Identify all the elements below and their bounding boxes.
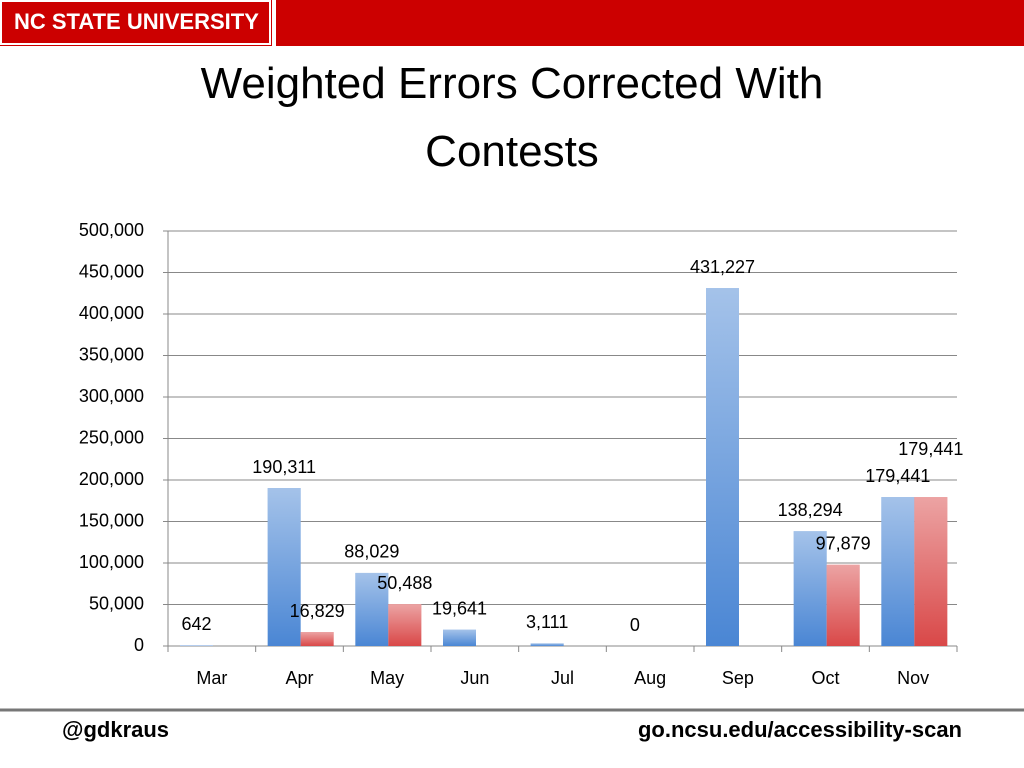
- value-label: 0: [630, 615, 640, 635]
- y-tick-label: 150,000: [79, 510, 144, 530]
- plot: 0 50,000 100,000 150,000 200,000 250,000 300,0…: [79, 220, 963, 688]
- bar-shine: [793, 531, 827, 646]
- bar-shine: [826, 564, 860, 646]
- value-label: 16,829: [290, 601, 345, 621]
- x-tick-label: Sep: [722, 668, 754, 688]
- value-label: 642: [181, 614, 211, 634]
- title-line: Contests: [425, 127, 599, 176]
- value-label: 19,641: [432, 598, 487, 618]
- x-tick-label: Jul: [551, 668, 574, 688]
- x-tick-label: May: [370, 668, 404, 688]
- bar-shine: [355, 572, 389, 646]
- title-line: Weighted Errors Corrected With: [201, 59, 824, 108]
- footer-handle: @gdkraus: [62, 717, 169, 742]
- y-tick-label: 250,000: [79, 427, 144, 447]
- y-tick-label: 450,000: [79, 261, 144, 281]
- y-tick-label: 50,000: [89, 593, 144, 613]
- y-tick-label: 200,000: [79, 469, 144, 489]
- bar-shine: [530, 643, 564, 646]
- bar-shine: [881, 497, 915, 646]
- bar-shine: [180, 645, 213, 646]
- logo: NC STATE UNIVERSITY: [14, 9, 259, 34]
- x-tick-label: Jun: [460, 668, 489, 688]
- value-label: 138,294: [778, 500, 843, 520]
- value-label: 50,488: [377, 573, 432, 593]
- value-label: 97,879: [816, 534, 871, 554]
- footer-link: go.ncsu.edu/accessibility-scan: [638, 717, 962, 742]
- y-tick-label: 300,000: [79, 386, 144, 406]
- y-tick-label: 500,000: [79, 220, 144, 240]
- bar-shine: [300, 632, 334, 646]
- x-tick-label: Mar: [196, 668, 227, 688]
- y-tick-label: 350,000: [79, 344, 144, 364]
- x-tick-label: Aug: [634, 668, 666, 688]
- value-label: 88,029: [344, 542, 399, 562]
- value-label: 431,227: [690, 257, 755, 277]
- x-tick-label: Oct: [811, 668, 839, 688]
- bar-shine: [388, 604, 422, 646]
- bar-shine: [443, 629, 476, 646]
- y-tick-label: 0: [134, 635, 144, 655]
- y-tick-label: 100,000: [79, 552, 144, 572]
- value-label: 179,441: [898, 439, 963, 459]
- y-tick-label: 400,000: [79, 303, 144, 323]
- value-label: 3,111: [526, 612, 568, 632]
- chart-title: Weighted Errors Corrected With Contests: [201, 59, 824, 176]
- logo-frame: [0, 0, 271, 45]
- x-tick-label: Apr: [285, 668, 313, 688]
- value-label: 179,441: [865, 466, 930, 486]
- value-label: 190,311: [252, 457, 316, 477]
- header-band: [0, 0, 1024, 46]
- bar-shine: [706, 288, 739, 646]
- bar-shine: [914, 497, 948, 646]
- bar-shine: [267, 488, 301, 646]
- x-tick-label: Nov: [897, 668, 929, 688]
- header-divider: [272, 0, 276, 46]
